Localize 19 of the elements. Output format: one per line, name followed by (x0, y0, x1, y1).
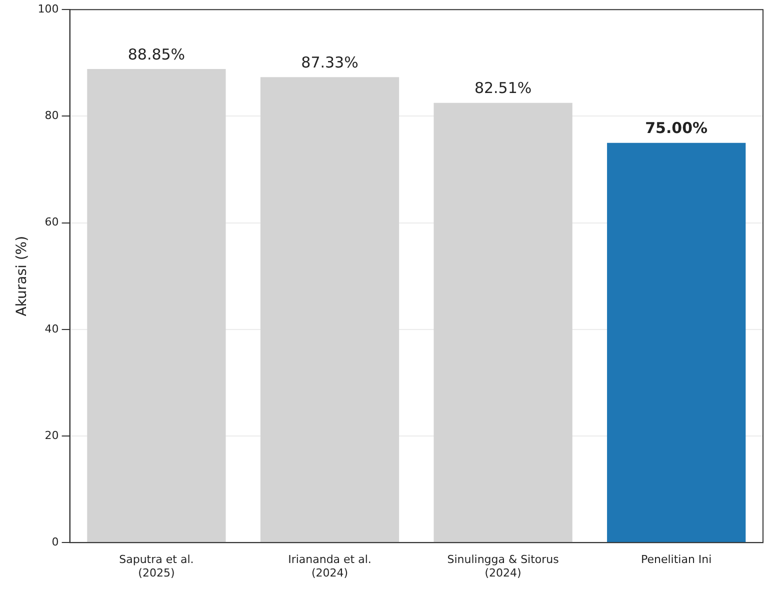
data-label: 82.51% (474, 79, 532, 98)
data-label: 88.85% (128, 45, 186, 64)
y-tick-label: 100 (38, 2, 59, 16)
x-tick-label: Iriananda et al. (2024) (288, 553, 372, 580)
y-tick-label: 40 (44, 322, 59, 336)
bar (87, 69, 226, 542)
bar (260, 77, 400, 542)
y-tick-label: 60 (44, 216, 59, 229)
x-tick-label: Sinulingga & Sitorus (2024) (447, 553, 560, 580)
y-tick-label: 80 (44, 109, 59, 122)
bar (434, 102, 572, 542)
bar (607, 142, 746, 542)
y-tick-label: 0 (52, 535, 59, 548)
data-label: 75.00% (645, 119, 708, 138)
x-tick-label: Saputra et al. (2025) (119, 553, 194, 580)
y-axis-title: Akurasi (%) (14, 236, 30, 316)
y-tick-label: 20 (44, 428, 59, 442)
data-label: 87.33% (301, 54, 358, 72)
x-tick-label: Penelitian Ini (640, 553, 712, 566)
